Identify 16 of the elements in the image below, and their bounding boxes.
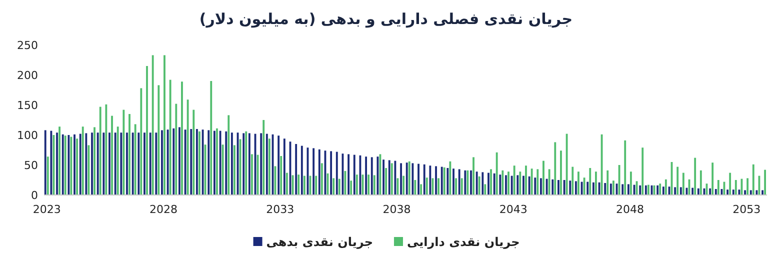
y-tick-label: 250 bbox=[17, 39, 38, 52]
y-tick-label: 150 bbox=[17, 99, 38, 112]
x-tick-label: 2023 bbox=[32, 203, 61, 216]
legend-label: جریان نقدی بدهی bbox=[266, 235, 373, 249]
x-tick-label: 2048 bbox=[616, 203, 644, 216]
y-tick-label: 0 bbox=[31, 189, 38, 202]
legend-label: جریان نقدی دارایی bbox=[406, 235, 520, 249]
y-tick-label: 200 bbox=[17, 69, 38, 82]
x-tick-label: 2053 bbox=[732, 203, 761, 216]
y-tick-label: 100 bbox=[17, 129, 38, 142]
x-tick-label: 2033 bbox=[266, 203, 294, 216]
y-tick-label: 50 bbox=[24, 159, 38, 172]
chart-title: جریان نقدی فصلی دارایی و بدهی (به میلیون دلار) bbox=[199, 10, 573, 28]
x-tick-label: 2043 bbox=[499, 203, 528, 216]
x-tick-label: 2038 bbox=[382, 203, 411, 216]
x-tick-label: 2028 bbox=[150, 203, 178, 216]
